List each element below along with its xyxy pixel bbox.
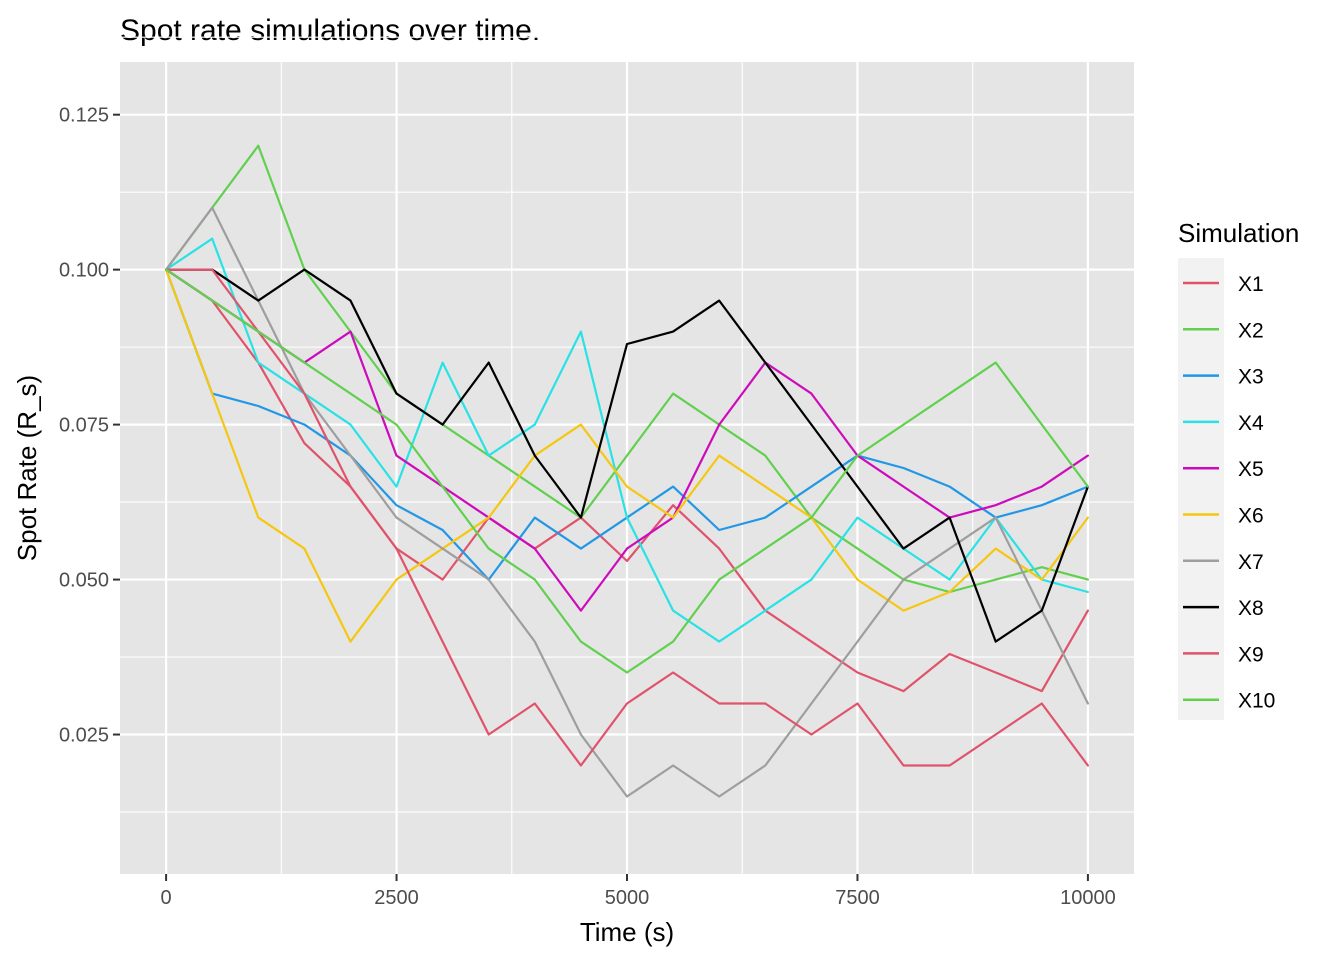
legend-label-x6: X6 xyxy=(1238,505,1264,528)
legend: Simulation X1 X2 X3 X4 X5 X6 X7 X8 X9 X10 xyxy=(1178,218,1299,720)
legend-key-background xyxy=(1178,258,1224,720)
x-tick-label: 7500 xyxy=(835,887,880,909)
legend-label-x3: X3 xyxy=(1238,366,1264,389)
y-tick-label: 0.025 xyxy=(59,725,109,747)
series-line-x4 xyxy=(165,237,1089,643)
grid-major xyxy=(120,62,1134,874)
series-line-x5 xyxy=(165,268,1089,612)
series-line-x1 xyxy=(165,268,1089,693)
legend-label-x9: X9 xyxy=(1238,643,1264,666)
series-line-x10 xyxy=(165,268,1089,674)
series-line-x8 xyxy=(165,268,1089,643)
y-tick-label: 0.050 xyxy=(59,570,109,592)
series-line-x7 xyxy=(165,206,1089,798)
legend-label-x1: X1 xyxy=(1238,273,1264,296)
legend-label-x2: X2 xyxy=(1238,319,1264,342)
x-tick-label: 0 xyxy=(161,887,172,909)
legend-label-x10: X10 xyxy=(1238,690,1275,713)
legend-label-x7: X7 xyxy=(1238,551,1264,574)
legend-label-x5: X5 xyxy=(1238,458,1264,481)
x-tick-label: 10000 xyxy=(1060,887,1116,909)
x-tick-label: 2500 xyxy=(374,887,419,909)
y-tick-label: 0.100 xyxy=(59,260,109,282)
series-line-x2 xyxy=(165,144,1089,594)
series-line-x9 xyxy=(165,268,1089,767)
axis-ticks xyxy=(113,113,1089,881)
x-tick-label: 5000 xyxy=(605,887,650,909)
legend-label-x4: X4 xyxy=(1238,412,1264,435)
axis-tick-labels: 0 2500 5000 7500 10000 0.025 0.050 0.075 0.100 0.… xyxy=(59,105,1116,909)
legend-title: Simulation xyxy=(1178,218,1299,248)
x-axis-title: Time (s) xyxy=(580,917,674,947)
series-layer xyxy=(165,144,1089,798)
series-line-x6 xyxy=(165,268,1089,643)
legend-label-x8: X8 xyxy=(1238,597,1264,620)
legend-items: X1 X2 X3 X4 X5 X6 X7 X8 X9 X10 xyxy=(1183,273,1275,713)
chart-title: Spot rate simulations over time. xyxy=(120,14,540,47)
y-axis-title: Spot Rate (R_s) xyxy=(12,375,42,561)
y-tick-label: 0.125 xyxy=(59,105,109,127)
y-tick-label: 0.075 xyxy=(59,415,109,437)
